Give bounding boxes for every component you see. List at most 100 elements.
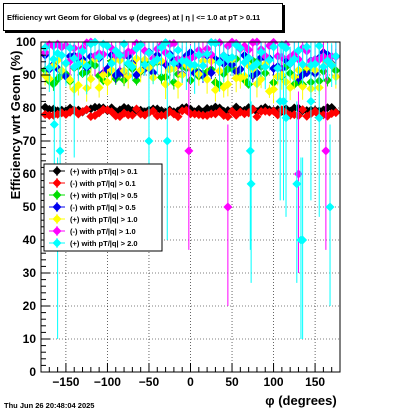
data-point [161,79,171,89]
data-point [269,84,279,94]
data-point [127,62,137,72]
x-tick-label: −50 [139,375,160,389]
data-point [293,46,303,56]
data-point [210,85,220,95]
data-point [48,79,58,89]
y-tick-label: 50 [23,200,37,214]
data-point [298,105,308,115]
legend-marker [52,190,62,200]
data-point [277,52,287,62]
data-point [82,61,92,71]
chart-title-box: Efficiency wrt Geom for Global vs φ (deg… [3,3,283,31]
data-point [293,169,303,179]
data-point [102,77,112,87]
data-point [256,47,266,57]
data-point [69,54,79,63]
data-point [107,59,117,69]
y-tick-label: 100 [16,35,36,49]
data-point [256,74,266,84]
data-point [321,146,331,156]
data-point [223,79,233,89]
y-tick-label: 30 [23,266,37,280]
data-point [323,56,333,66]
data-point [252,112,262,122]
data-point [169,39,179,49]
data-point [289,54,299,64]
legend-label: (+) with pT/|q| > 1.0 [70,215,138,224]
data-point [65,43,75,53]
legend-label: (+) with pT/|q| > 0.5 [70,191,138,200]
data-point [306,96,316,106]
data-point [298,235,308,245]
data-point [223,112,233,122]
data-point [325,202,335,212]
data-point [169,58,179,68]
y-tick-label: 80 [23,101,37,115]
data-point [318,62,328,72]
footer-timestamp: Thu Jun 26 20:48:04 2025 [4,401,95,410]
data-point [102,41,112,51]
y-tick-label: 10 [23,332,37,346]
legend: (+) with pT/|q| > 0.1 (-) with pT/|q| > 0… [43,163,163,252]
data-point [144,48,154,58]
legend-label: (+) with pT/|q| > 0.1 [70,167,138,176]
data-point [73,59,83,69]
data-point [144,136,154,146]
legend-label: (-) with pT/|q| > 1.0 [70,227,136,236]
y-tick-label: 0 [29,365,36,379]
data-point [260,62,270,72]
data-point [310,59,320,69]
x-tick-label: 0 [187,375,194,389]
data-point [252,59,262,69]
data-point [215,57,225,67]
data-point [314,113,324,123]
data-point [223,202,233,212]
data-point [194,50,204,60]
data-point [302,42,312,52]
data-point [206,68,216,78]
y-tick-label: 60 [23,167,37,181]
data-point [40,43,50,53]
data-point [173,80,183,90]
chart-title: Efficiency wrt Geom for Global vs φ (deg… [7,13,261,22]
data-point [281,113,291,123]
x-tick-label: 100 [264,375,284,389]
data-point [61,58,71,68]
data-point [48,54,58,64]
data-point [57,50,67,60]
data-point [298,81,308,91]
data-point [140,60,150,70]
data-point [132,104,142,114]
data-point [49,120,59,129]
data-point [73,80,83,90]
legend-marker [52,214,62,224]
data-point [245,146,255,156]
legend-marker [52,178,62,188]
y-tick-label: 40 [23,233,37,247]
data-point [123,58,133,68]
y-tick-label: 90 [23,68,37,82]
data-point [123,71,133,81]
data-point [327,60,337,70]
data-point [152,54,162,64]
data-point [202,49,212,59]
data-point [98,70,108,80]
y-axis-label: Efficiency wrt Geom (%) [8,51,23,200]
legend-marker [52,226,62,236]
legend-marker [52,238,62,248]
data-point [292,179,302,189]
y-tick-label: 70 [23,134,37,148]
data-point [235,43,245,53]
legend-label: (-) with pT/|q| > 0.5 [70,203,136,212]
x-tick-label: −100 [94,375,121,389]
x-tick-label: 50 [225,375,239,389]
x-tick-label: 150 [305,375,325,389]
data-point [173,45,183,55]
data-point [173,112,183,122]
data-point [184,146,194,156]
data-point [277,70,287,80]
y-tick-label: 20 [23,299,37,313]
data-point [115,50,125,60]
legend-label: (+) with pT/|q| > 2.0 [70,239,138,248]
